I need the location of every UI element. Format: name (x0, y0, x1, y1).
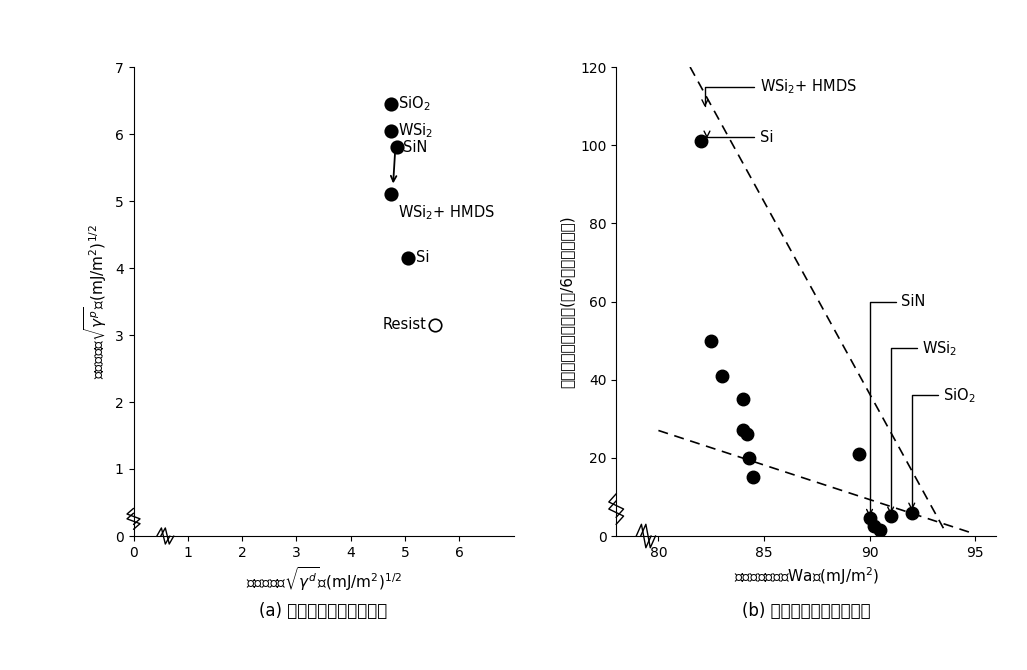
Text: (a) 分散・極性成分マップ: (a) 分散・極性成分マップ (260, 602, 387, 620)
Text: SiN: SiN (404, 140, 427, 155)
Text: WSi$_2$+ HMDS: WSi$_2$+ HMDS (397, 204, 495, 222)
X-axis label: 分散成分　$\sqrt{\gamma^d}$　(mJ/m$^2$)$^{1/2}$: 分散成分 $\sqrt{\gamma^d}$ (mJ/m$^2$)$^{1/2}… (245, 565, 402, 593)
Text: WSi$_2$+ HMDS: WSi$_2$+ HMDS (701, 77, 857, 106)
Text: Resist: Resist (383, 318, 426, 332)
Text: WSi$_2$: WSi$_2$ (887, 339, 957, 513)
Y-axis label: ポッピング発生数　(個/6インチウェハ): ポッピング発生数 (個/6インチウェハ) (560, 215, 574, 388)
Y-axis label: 極性成分　$\sqrt{\gamma^p}$　(mJ/m$^2$)$^{1/2}$: 極性成分 $\sqrt{\gamma^p}$ (mJ/m$^2$)$^{1/2}… (82, 224, 109, 379)
Text: WSi$_2$: WSi$_2$ (397, 121, 433, 140)
Text: SiO$_2$: SiO$_2$ (397, 94, 430, 113)
Text: SiO$_2$: SiO$_2$ (909, 386, 976, 509)
X-axis label: 付着エネルギーWa　(mJ/m$^2$): 付着エネルギーWa (mJ/m$^2$) (733, 565, 879, 587)
Text: Si: Si (416, 251, 429, 265)
Text: Si: Si (705, 130, 773, 145)
Text: (b) 付着エネルギー依存性: (b) 付着エネルギー依存性 (741, 602, 871, 620)
Text: SiN: SiN (867, 294, 925, 515)
